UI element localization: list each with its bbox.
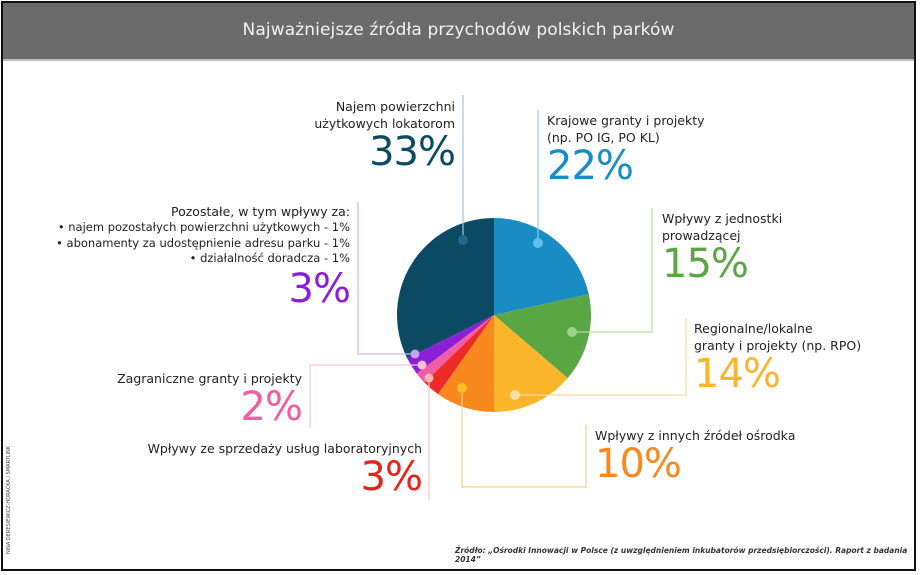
pie-slices (396, 218, 591, 412)
label-pozostale-line1: Pozostałe, w tym wpływy za: (171, 204, 350, 219)
leader-inne (461, 388, 587, 488)
label-regionalne-line2: granty i projekty (np. RPO) (694, 338, 862, 353)
value-krajowe: 22% (547, 143, 634, 189)
marker-zagraniczne (417, 360, 427, 370)
leader-pozostale (357, 202, 415, 355)
pie-slice (424, 315, 494, 395)
source-note: Źródło: „Ośrodki Innowacji w Polsce (z u… (455, 546, 908, 564)
marker-inne (457, 383, 467, 393)
pie-slice (494, 294, 591, 379)
slice-markers (410, 235, 577, 400)
label-jednostka-line1: Wpływy z jednostki (662, 211, 783, 226)
pie-slice (396, 218, 494, 359)
pie-slice (437, 315, 494, 412)
label-pozostale-item-3: • działalność doradcza - 1% (189, 251, 350, 265)
marker-laboratoryjne (424, 373, 434, 383)
pie-slice (416, 315, 494, 383)
author-credit-text: NINA DERESIEWICZ-HORACKA / SMARTLINK (6, 445, 12, 555)
label-laboratoryjne-line1: Wpływy ze sprzedaży usług laboratoryjnyc… (147, 441, 422, 456)
label-regionalne-line1: Regionalne/lokalne (694, 321, 813, 336)
label-pozostale-item-2: • abonamenty za udostępnienie adresu par… (56, 235, 350, 250)
label-zagraniczne: Zagraniczne granty i projekty 2% (80, 370, 303, 430)
label-pozostale-item-1: • najem pozostałych powierzchni użytkowy… (57, 220, 350, 234)
pie-slice (494, 315, 568, 412)
pie-slice (407, 315, 494, 374)
value-zagraniczne: 2% (240, 384, 303, 430)
value-pozostale: 3% (288, 265, 351, 312)
leader-lines (309, 95, 687, 500)
header-bar: Najważniejsze źródła przychodów polskich… (3, 3, 914, 61)
value-inne: 10% (595, 441, 682, 487)
marker-regionalne (510, 390, 520, 400)
value-jednostka: 15% (662, 241, 749, 287)
label-krajowe: Krajowe granty i projekty (np. PO IG, PO… (547, 112, 747, 186)
label-inne: Wpływy z innych źródeł ośrodka 10% (595, 427, 835, 484)
value-laboratoryjne: 3% (360, 454, 423, 500)
label-pozostale: Pozostałe, w tym wpływy za: • najem pozo… (20, 203, 351, 312)
value-regionalne: 14% (694, 351, 781, 397)
label-zagraniczne-line1: Zagraniczne granty i projekty (117, 371, 302, 386)
chart-title: Najważniejsze źródła przychodów polskich… (242, 20, 675, 40)
label-inne-line1: Wpływy z innych źródeł ośrodka (595, 428, 796, 443)
author-credit: NINA DERESIEWICZ-HORACKA / SMARTLINK (2, 440, 16, 560)
label-laboratoryjne: Wpływy ze sprzedaży usług laboratoryjnyc… (100, 440, 423, 500)
value-najem: 33% (369, 129, 456, 175)
marker-krajowe (533, 238, 543, 248)
marker-najem (458, 235, 468, 245)
label-regionalne: Regionalne/lokalne granty i projekty (np… (694, 320, 894, 394)
label-najem-line2: użytkowych lokatorom (314, 116, 455, 131)
label-krajowe-line2: (np. PO IG, PO KL) (547, 130, 660, 145)
leader-regionalne (515, 318, 687, 396)
marker-jednostka (567, 327, 577, 337)
label-jednostka-line2: prowadzącej (662, 228, 741, 243)
label-krajowe-line1: Krajowe granty i projekty (547, 113, 705, 128)
label-jednostka: Wpływy z jednostki prowadzącej 15% (662, 210, 842, 284)
label-najem: Najem powierzchni użytkowych lokatorom 3… (290, 98, 456, 175)
label-najem-line1: Najem powierzchni (335, 99, 455, 114)
leader-zagraniczne (309, 364, 422, 428)
marker-pozostale (410, 349, 420, 359)
pie-slice (494, 218, 589, 315)
leader-jednostka (572, 208, 653, 333)
